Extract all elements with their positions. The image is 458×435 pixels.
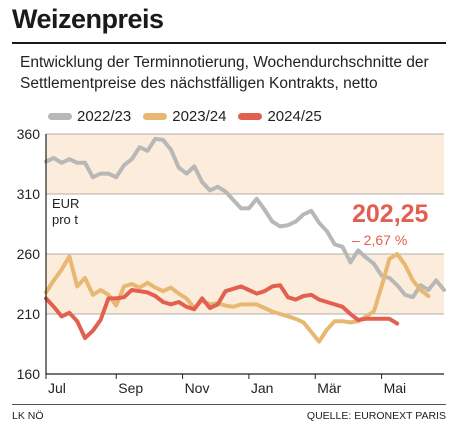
legend-label-2024-25: 2024/25: [267, 108, 322, 125]
y-axis-unit-line-2: pro t: [52, 212, 79, 227]
legend-item-2022-23: 2022/23: [48, 108, 131, 125]
latest-price-value: 202,25: [352, 200, 429, 228]
y-tick-label-160: 160: [17, 366, 41, 382]
y-tick-label-210: 210: [17, 306, 41, 322]
legend-label-2023-24: 2023/24: [172, 108, 227, 125]
chart-title: Weizenpreis: [12, 4, 164, 34]
series-line-2022-23: [44, 136, 446, 300]
legend-item-2023-24: 2023/24: [143, 108, 226, 125]
x-tick-label-Sep: Sep: [118, 380, 143, 396]
chart-series: [44, 136, 446, 344]
legend-label-2022-23: 2022/23: [77, 108, 132, 125]
title-rule: [12, 42, 446, 44]
chart-grid: [46, 133, 444, 315]
legend-swatch-2024-25: [238, 113, 263, 120]
legend-swatch-2023-24: [143, 113, 168, 120]
chart-subtitle: Entwicklung der Terminnotierung, Wochend…: [20, 54, 429, 92]
x-tick-label-Mai: Mai: [384, 380, 407, 396]
footer-rule: [12, 404, 446, 405]
x-tick-label-Jul: Jul: [48, 380, 66, 396]
x-tick-label-Nov: Nov: [185, 380, 210, 396]
shaded-band-1: [46, 134, 444, 194]
legend-item-2024-25: 2024/25: [238, 108, 322, 125]
y-axis-unit: EUR pro t: [52, 196, 79, 228]
footer-credit: LK NÖ: [12, 410, 44, 422]
y-tick-label-310: 310: [17, 186, 41, 202]
latest-price-change: – 2,67 %: [352, 232, 408, 248]
x-tick-label-Mär: Mär: [317, 380, 341, 396]
footer-source: QUELLE: EURONEXT PARIS: [306, 410, 446, 422]
y-tick-label-360: 360: [17, 126, 41, 142]
y-axis-unit-line-1: EUR: [52, 196, 80, 211]
chart-axes: 160 210 260 310 360 Jul Sep Nov Jan Mär Mai: [17, 126, 444, 396]
legend-swatch-2022-23: [48, 113, 72, 120]
x-tick-label-Jan: Jan: [251, 380, 274, 396]
series-line-2024-25: [44, 283, 400, 340]
y-tick-label-260: 260: [17, 246, 41, 262]
legend: 2022/23 2023/24 2024/25: [48, 108, 322, 125]
chart-bands: [46, 134, 444, 314]
